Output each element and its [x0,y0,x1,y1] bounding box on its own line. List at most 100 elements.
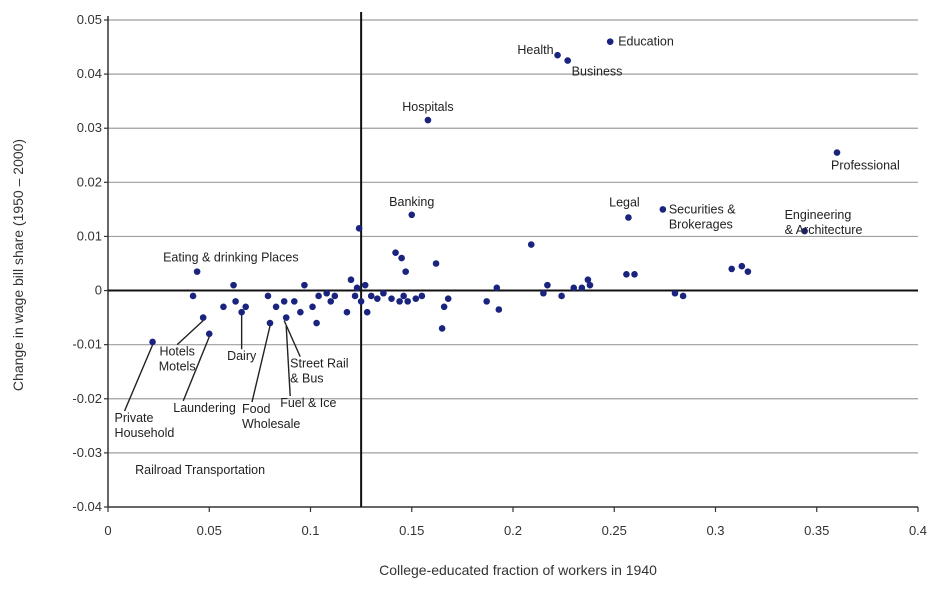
data-point [353,284,361,292]
point-annotation: Health [517,43,553,57]
data-point [659,206,667,213]
y-tick-label: 0.02 [77,174,102,189]
data-point [404,298,412,305]
annotation-leader-line [176,320,204,346]
data-point [483,298,490,305]
point-annotation: Legal [609,196,640,210]
data-point [625,214,632,221]
data-point [801,227,808,235]
data-point [412,295,420,302]
data-point [343,308,351,316]
data-point [282,314,290,321]
data-point [313,319,320,327]
annotation-leader-line [123,344,154,412]
data-point [361,281,369,289]
point-annotation: Professional [831,159,900,173]
data-point [232,298,239,305]
data-point [189,292,197,300]
data-point [402,268,409,275]
x-tick-label: 0.1 [301,523,319,538]
data-point [432,260,440,267]
data-point [309,303,316,311]
tick-labels: 0.05 0.04 0.03 0.02 0.01 0 -0.01 -0.02 -0.03 -0.0… [72,12,927,538]
data-point [554,51,561,59]
data-point [540,289,547,297]
data-point [738,262,746,270]
data-point [396,298,403,305]
point-annotation: Food Wholesale [242,402,300,431]
data-point [374,295,381,302]
data-point [351,292,359,300]
y-tick-label: 0.04 [77,66,102,81]
x-tick-label: 0.15 [399,523,424,538]
data-point [495,306,503,313]
data-point [606,38,614,45]
data-point [544,281,551,289]
data-point [424,116,432,124]
data-point [679,292,687,300]
data-point [400,292,407,300]
point-annotation: Private Household [115,411,175,440]
data-point [238,308,245,316]
data-point [242,303,249,311]
data-point [272,303,280,311]
y-tick-label: 0.05 [77,12,102,27]
data-point [363,308,371,316]
data-point [440,303,448,311]
point-annotation: Education [618,35,674,49]
annotation-leaders [123,315,301,412]
data-point [408,211,416,219]
data-point [315,292,322,300]
x-tick-label: 0.25 [602,523,627,538]
y-tick-label: 0.03 [77,120,102,135]
point-annotation: Hotels Motels [159,345,196,374]
data-points [149,38,841,346]
data-point [438,325,446,332]
x-tick-label: 0.2 [504,523,522,538]
data-point [584,276,592,284]
data-point [578,284,586,292]
data-point [266,319,274,327]
point-annotation: Engineering & Architecture [785,208,863,237]
point-annotation: Street Rail & Bus [290,357,348,386]
data-point [367,292,375,300]
point-annotation: Business [572,65,623,79]
y-tick-label: 0 [95,283,102,298]
point-annotation: Eating & drinking Places [163,251,299,265]
x-tick-label: 0.35 [804,523,829,538]
data-point [355,225,363,232]
y-tick-label: -0.03 [72,445,102,460]
x-axis-label: College-educated fraction of workers in … [379,562,657,578]
data-point [220,303,227,311]
x-tick-label: 0.4 [909,523,927,538]
data-point [527,241,535,248]
x-tick-label: 0.3 [706,523,724,538]
point-annotation: Laundering [173,401,236,415]
data-point [230,281,237,289]
data-point [564,57,571,64]
annotation-leader-line [251,325,271,403]
x-tick-label: 0 [104,523,111,538]
annotations: Health Education Business Hospitals Professi… [115,35,900,477]
annotation-leader-line [182,336,210,402]
data-point [280,298,288,305]
data-point [205,330,213,338]
data-point [149,338,156,346]
data-point [323,289,331,297]
data-point [728,265,735,273]
data-point [623,271,630,278]
data-point [264,292,272,300]
y-tick-label: -0.04 [72,499,102,514]
y-tick-label: -0.02 [72,391,102,406]
data-point [301,281,308,289]
data-point [388,295,395,302]
point-annotation: Securities & Brokerages [669,202,736,231]
y-tick-label: -0.01 [72,337,102,352]
y-axis-label: Change in wage bill share (1950 – 2000) [10,139,26,391]
data-point [558,292,565,300]
point-annotation: Dairy [227,349,257,363]
data-point [744,268,752,275]
data-point [671,289,679,297]
point-annotation: Railroad Transportation [135,463,265,477]
